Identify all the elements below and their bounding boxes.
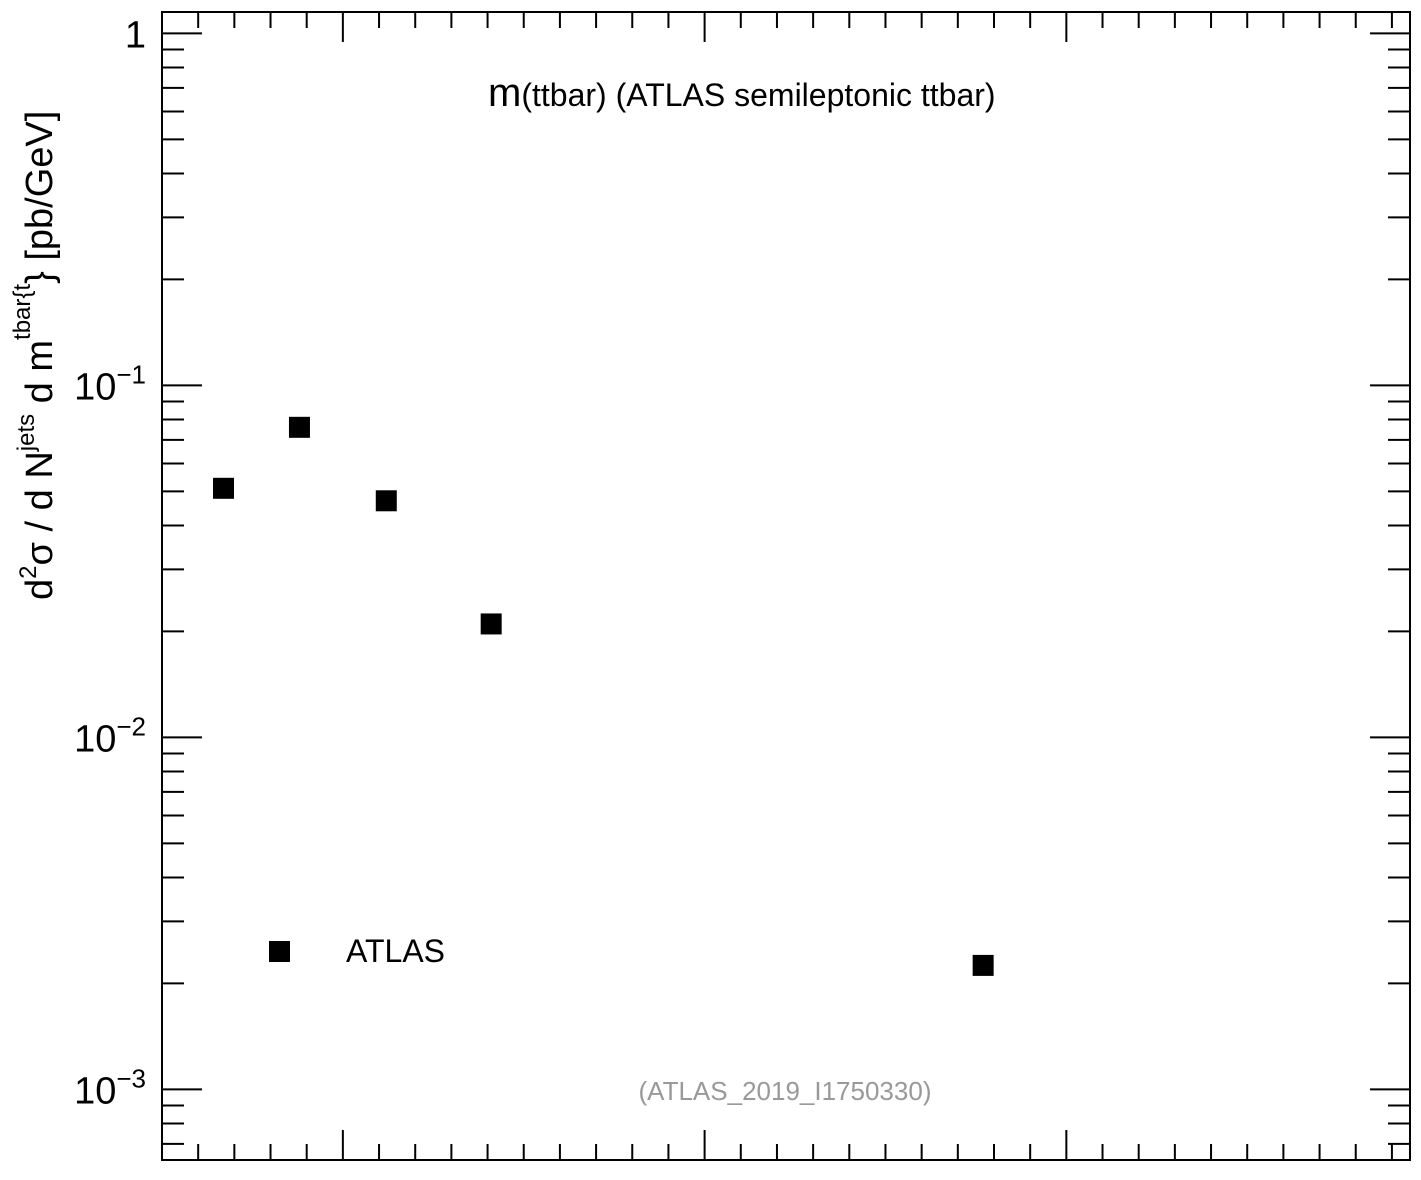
axis-ticks bbox=[161, 12, 1410, 1160]
y-tick-label: 10−1 bbox=[74, 359, 146, 408]
data-point bbox=[212, 477, 234, 499]
y-tick-label: 10−2 bbox=[74, 711, 146, 760]
plot-border bbox=[161, 11, 1411, 1161]
chart-title: m(ttbar) (ATLAS semileptonic ttbar) bbox=[488, 71, 996, 115]
legend-marker bbox=[269, 941, 290, 962]
y-tick-label: 1 bbox=[125, 14, 146, 56]
data-point bbox=[480, 613, 502, 635]
legend-label: ATLAS bbox=[346, 933, 445, 969]
data-point bbox=[288, 416, 310, 438]
y-tick-labels: 1 10−1 10−2 10−3 bbox=[74, 14, 146, 1112]
data-point bbox=[972, 954, 994, 976]
plot-frame bbox=[161, 11, 1411, 1161]
y-tick-label: 10−3 bbox=[74, 1063, 146, 1112]
data-points bbox=[212, 416, 994, 976]
data-point bbox=[375, 490, 397, 512]
y-axis-label: d2σ / d Njets d mtbar{t} [pb/GeV] bbox=[9, 111, 61, 600]
analysis-reference: (ATLAS_2019_I1750330) bbox=[639, 1076, 932, 1106]
